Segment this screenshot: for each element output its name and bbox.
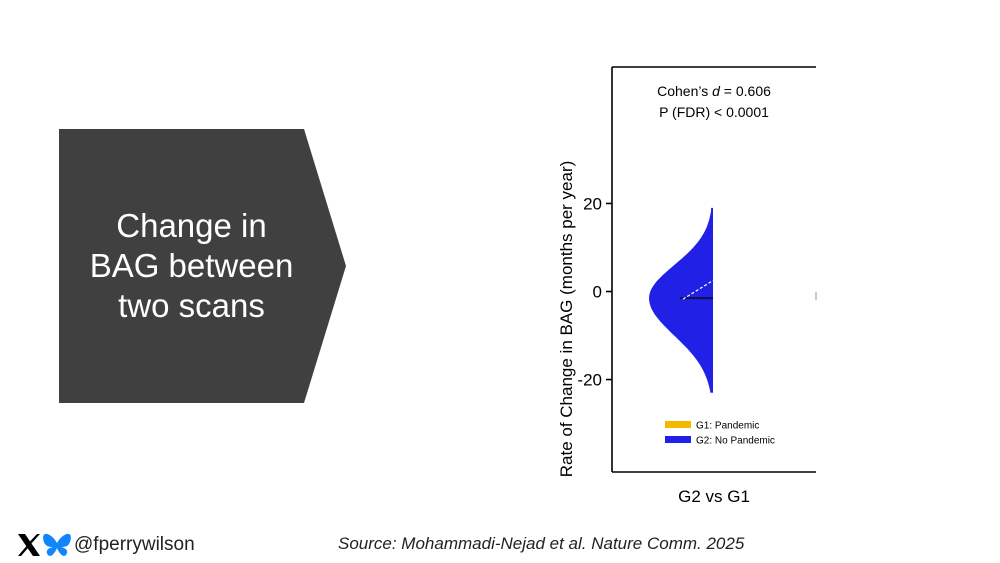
legend-swatch	[665, 421, 691, 428]
legend-label: G1: Pandemic	[696, 421, 759, 432]
bluesky-logo-icon	[43, 533, 71, 556]
effect-size-annotation: Cohen’s d = 0.606	[657, 83, 771, 99]
legend-swatch	[665, 436, 691, 443]
y-tick-label: 0	[593, 283, 602, 302]
mean-shift-line	[682, 279, 714, 300]
p-value-annotation: P (FDR) < 0.0001	[659, 104, 769, 120]
y-tick-label: -20	[577, 371, 602, 390]
legend: G1: Pandemic G2: No Pandemic	[665, 421, 775, 447]
legend-label: G2: No Pandemic	[696, 436, 775, 447]
callout-arrow-shape	[59, 129, 346, 403]
violin-chart: Cohen’s d = 0.606 P (FDR) < 0.0001 Rate …	[557, 66, 817, 506]
handle-text: @fperrywilson	[74, 534, 195, 555]
y-axis-label: Rate of Change in BAG (months per year)	[557, 161, 576, 478]
y-tick-label: 20	[583, 194, 602, 213]
x-logo-icon	[18, 534, 40, 556]
social-handle: @fperrywilson	[16, 532, 195, 558]
callout-arrow: Change in BAG between two scans	[59, 129, 346, 403]
x-axis-label: G2 vs G1	[678, 487, 750, 506]
violin-series	[649, 207, 714, 393]
y-ticks: 20 0 -20	[577, 194, 612, 390]
source-citation: Source: Mohammadi-Nejad et al. Nature Co…	[338, 534, 745, 553]
violin-half-g2	[649, 207, 713, 393]
callout-text: Change in BAG between two scans	[89, 207, 294, 324]
